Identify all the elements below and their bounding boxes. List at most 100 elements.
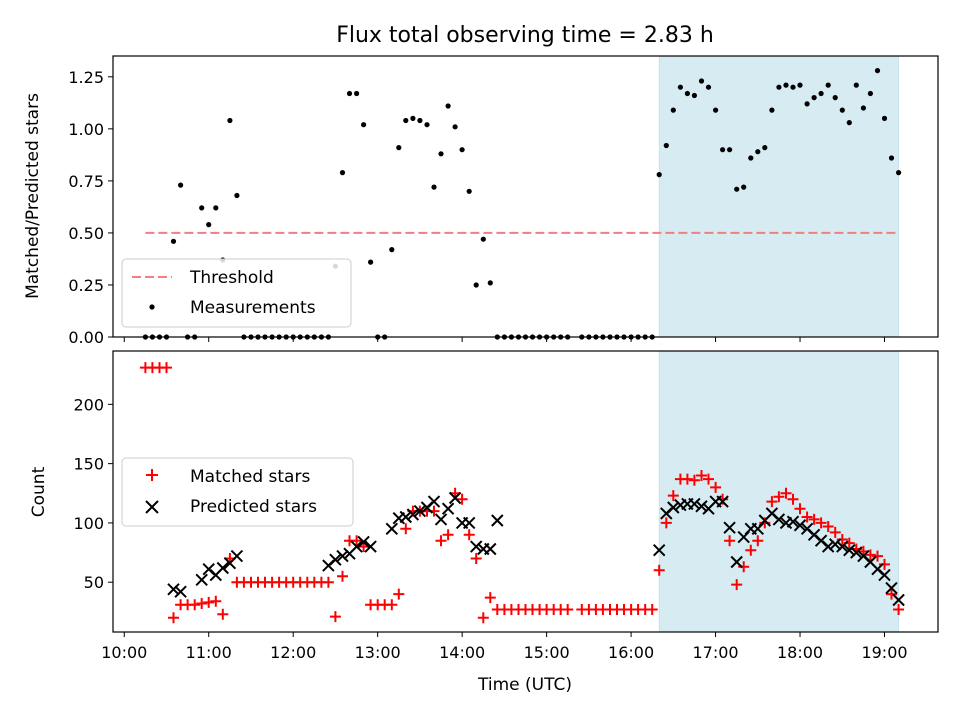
- legend-measurements-label: Measurements: [190, 298, 316, 318]
- matched-star-point: [217, 608, 229, 620]
- predicted-star-point: [793, 519, 807, 532]
- measurement-point: [368, 259, 374, 265]
- measurement-point: [684, 90, 691, 97]
- predicted-star-point: [448, 491, 462, 505]
- measurement-point: [874, 68, 881, 74]
- predicted-star-point: [441, 502, 455, 515]
- measurement-point: [480, 236, 486, 242]
- top-highlight-span: [658, 55, 900, 338]
- measurement-point: [473, 282, 479, 288]
- y-tick-label: 150: [73, 455, 104, 474]
- matched-star-point: [893, 604, 905, 615]
- predicted-star-point: [836, 540, 849, 553]
- x-tick-label: 15:00: [524, 643, 570, 662]
- predicted-star-point: [786, 515, 800, 528]
- predicted-star-point: [434, 513, 448, 526]
- measurement-point: [790, 84, 796, 90]
- matched-star-point: [161, 362, 172, 374]
- matched-star-point: [710, 481, 722, 493]
- matched-star-point: [822, 521, 834, 532]
- measurement-point: [705, 84, 712, 90]
- matched-star-point: [688, 474, 700, 486]
- measurement-point: [825, 82, 831, 88]
- y-tick-label: 50: [84, 573, 104, 592]
- predicted-star-point: [462, 516, 476, 530]
- matched-star-point: [829, 526, 841, 538]
- matched-star-point: [646, 604, 658, 615]
- top-x-ticks: [123, 337, 886, 342]
- measurement-point: [839, 107, 845, 113]
- x-tick-label: 10:00: [101, 643, 147, 662]
- measurement-point: [755, 149, 761, 155]
- predicted-star-point: [878, 568, 891, 582]
- matched-star-point: [801, 511, 813, 523]
- measurement-point: [720, 147, 726, 153]
- bottom-legend-box: [121, 457, 354, 527]
- measurement-point: [797, 82, 803, 88]
- predicted-star-point: [399, 510, 413, 524]
- matched-star-point: [470, 553, 482, 564]
- measurement-point: [424, 122, 430, 128]
- measurement-point: [811, 95, 817, 101]
- legend-predicted-swatch: [145, 500, 159, 514]
- y-tick-label: 0.50: [68, 224, 104, 243]
- top-legend: Threshold Measurements: [121, 258, 352, 328]
- measurement-point: [466, 188, 472, 194]
- measurement-point: [361, 122, 367, 128]
- bottom-panel: 50 100 150 200 10:00 11:00 12:00 13:00 14:00 15:…: [29, 350, 939, 695]
- measurement-point: [741, 184, 747, 190]
- matched-star-point: [386, 599, 398, 611]
- matched-star-point: [329, 611, 341, 623]
- legend-measurements-swatch: [149, 304, 155, 310]
- predicted-star-point: [364, 540, 377, 553]
- top-y-axis: 0.00 0.25 0.50 0.75 1.00 1.25: [68, 68, 113, 347]
- y-tick-label: 0.75: [68, 172, 104, 191]
- x-axis-label: Time (UTC): [477, 675, 572, 695]
- measurement-point: [860, 105, 867, 111]
- measurement-point: [776, 84, 782, 90]
- predicted-star-point: [828, 538, 842, 551]
- measurement-point: [178, 182, 184, 188]
- predicted-star-point: [350, 540, 363, 553]
- measurement-point: [346, 90, 353, 97]
- matched-star-point: [351, 535, 363, 547]
- matched-star-point: [808, 513, 820, 525]
- matched-star-point: [442, 529, 454, 541]
- x-tick-label: 12:00: [270, 643, 316, 662]
- predicted-star-point: [667, 501, 680, 514]
- matched-star-point: [815, 517, 827, 529]
- measurement-point: [896, 170, 902, 176]
- measurement-point: [804, 101, 810, 107]
- measurement-point: [354, 90, 360, 97]
- matched-star-point: [477, 612, 489, 624]
- measurement-point: [846, 120, 852, 126]
- measurement-point: [783, 82, 789, 88]
- predicted-star-point: [892, 593, 905, 607]
- matched-star-point: [752, 535, 764, 547]
- y-tick-label: 200: [73, 395, 104, 414]
- measurement-point: [762, 145, 768, 151]
- matched-star-point: [667, 490, 679, 502]
- matched-star-point: [660, 517, 672, 529]
- bottom-x-axis: 10:00 11:00 12:00 13:00 14:00 15:00 16:00 17:00…: [101, 632, 908, 662]
- matched-star-point: [773, 491, 785, 503]
- matched-star-point: [886, 588, 897, 600]
- predicted-star-point: [174, 585, 187, 598]
- predicted-star-point: [195, 573, 208, 587]
- measurement-point: [670, 107, 676, 113]
- matched-star-point: [745, 544, 757, 556]
- measurement-point: [206, 222, 212, 228]
- matched-star-point: [724, 535, 736, 547]
- matched-star-point: [168, 612, 179, 624]
- predicted-star-point: [413, 504, 427, 518]
- predicted-star-point: [406, 508, 420, 521]
- predicted-star-point: [230, 549, 244, 563]
- measurement-point: [881, 115, 888, 121]
- matched-star-point: [766, 496, 778, 508]
- x-tick-label: 17:00: [693, 643, 739, 662]
- top-plot-frame: [112, 55, 939, 338]
- measurement-point: [853, 82, 859, 88]
- measurement-point: [417, 117, 423, 124]
- measurement-point: [431, 184, 437, 190]
- measurement-point: [818, 90, 824, 97]
